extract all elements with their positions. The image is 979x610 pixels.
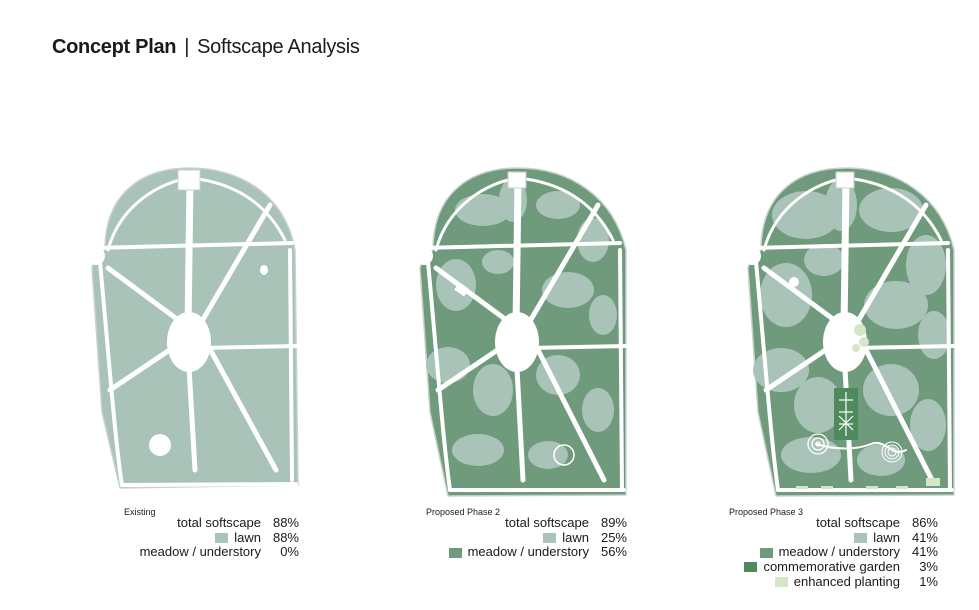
small-feature: [260, 265, 268, 275]
caption-existing: Existing: [124, 507, 156, 517]
legend-row: lawn 88%: [140, 529, 299, 546]
site-plan-phase-2-drawing: [415, 167, 628, 497]
caption-phase-3: Proposed Phase 3: [729, 507, 804, 517]
legend-phase-2: total softscape 89% lawn 25% meadow / unders…: [448, 515, 627, 560]
site-plan-existing: [80, 150, 300, 500]
path-network: [92, 176, 300, 487]
central-plaza: [495, 312, 539, 372]
path-network: [748, 176, 956, 492]
legend-row: meadow / understory 56%: [448, 544, 627, 560]
monument-plaza: [835, 171, 855, 189]
legend-value: 86%: [911, 515, 938, 530]
legend-label: enhanced planting: [793, 573, 900, 589]
title-main: Concept Plan: [52, 36, 177, 58]
legend-label: lawn: [873, 529, 900, 545]
pond-feature: [149, 434, 171, 456]
legend-label: total softscape: [505, 515, 589, 530]
legend-label: meadow / understory: [467, 544, 589, 560]
legend-row: total softscape 86%: [744, 515, 938, 531]
legend-row: total softscape 89%: [449, 515, 627, 531]
legend-phase-3: total softscape 86% lawn 41% meadow / unders…: [744, 515, 938, 590]
lawn-swatch: [543, 533, 557, 544]
legend-label: total softscape: [816, 515, 900, 530]
page-title: Concept Plan | Softscape Analysis: [52, 36, 360, 59]
legend-label: lawn: [562, 529, 589, 545]
legend-label: lawn: [234, 529, 261, 545]
legend-label: commemorative garden: [763, 559, 900, 575]
legend-value: 56%: [600, 544, 627, 560]
lawn-swatch: [854, 533, 868, 544]
site-plan-phase-3-drawing: [743, 167, 956, 497]
legend-value: 88%: [272, 515, 299, 530]
monument-plaza: [507, 171, 527, 189]
legend-row: lawn 41%: [744, 529, 938, 546]
legend-value: 88%: [272, 529, 299, 545]
legend-label: total softscape: [177, 515, 261, 530]
legend-row: meadow / understory 0%: [140, 545, 299, 560]
meadow-swatch: [759, 547, 773, 558]
pond-feature: [553, 444, 575, 466]
legend-label: meadow / understory: [139, 544, 261, 560]
legend-row: lawn 25%: [449, 529, 627, 546]
enhanced-planting-strip: [796, 478, 940, 489]
legend-row: total softscape 88%: [140, 515, 299, 531]
monument-plaza: [177, 169, 201, 191]
legend-row: enhanced planting 1%: [744, 573, 938, 590]
small-feature: [789, 277, 799, 287]
small-feature: [454, 282, 470, 297]
labyrinth-right: [881, 441, 903, 463]
entry-node: [743, 247, 761, 265]
legend-value: 1%: [919, 573, 938, 589]
enhanced-planting-area: [852, 324, 869, 352]
legend-value: 25%: [600, 529, 627, 545]
entry-node: [87, 247, 105, 265]
labyrinth-left: [807, 433, 829, 455]
legend-label: meadow / understory: [778, 544, 900, 560]
legend-existing: total softscape 88% lawn 88% meadow / unders…: [140, 515, 299, 560]
meadow-swatch: [448, 547, 462, 558]
legend-value: 89%: [600, 515, 627, 530]
title-separator: |: [184, 36, 190, 58]
entry-node: [415, 247, 433, 265]
lawn-swatch: [215, 533, 229, 544]
legend-value: 0%: [280, 544, 299, 560]
commemorative-garden-pattern: [838, 392, 854, 436]
legend-row: commemorative garden 3%: [744, 559, 938, 575]
commemorative-swatch: [744, 562, 758, 573]
legend-value: 41%: [911, 544, 938, 560]
legend-row: meadow / understory 41%: [744, 545, 938, 560]
caption-phase-2: Proposed Phase 2: [426, 507, 501, 517]
title-subtitle: Softscape Analysis: [197, 36, 360, 58]
site-plan-phase-3: [736, 150, 956, 500]
legend-value: 3%: [919, 559, 938, 575]
enhanced-swatch: [774, 577, 788, 588]
site-plan-phase-2: [408, 150, 628, 500]
site-plan-existing-drawing: [87, 167, 300, 489]
legend-value: 41%: [911, 529, 938, 545]
central-plaza: [167, 312, 211, 372]
